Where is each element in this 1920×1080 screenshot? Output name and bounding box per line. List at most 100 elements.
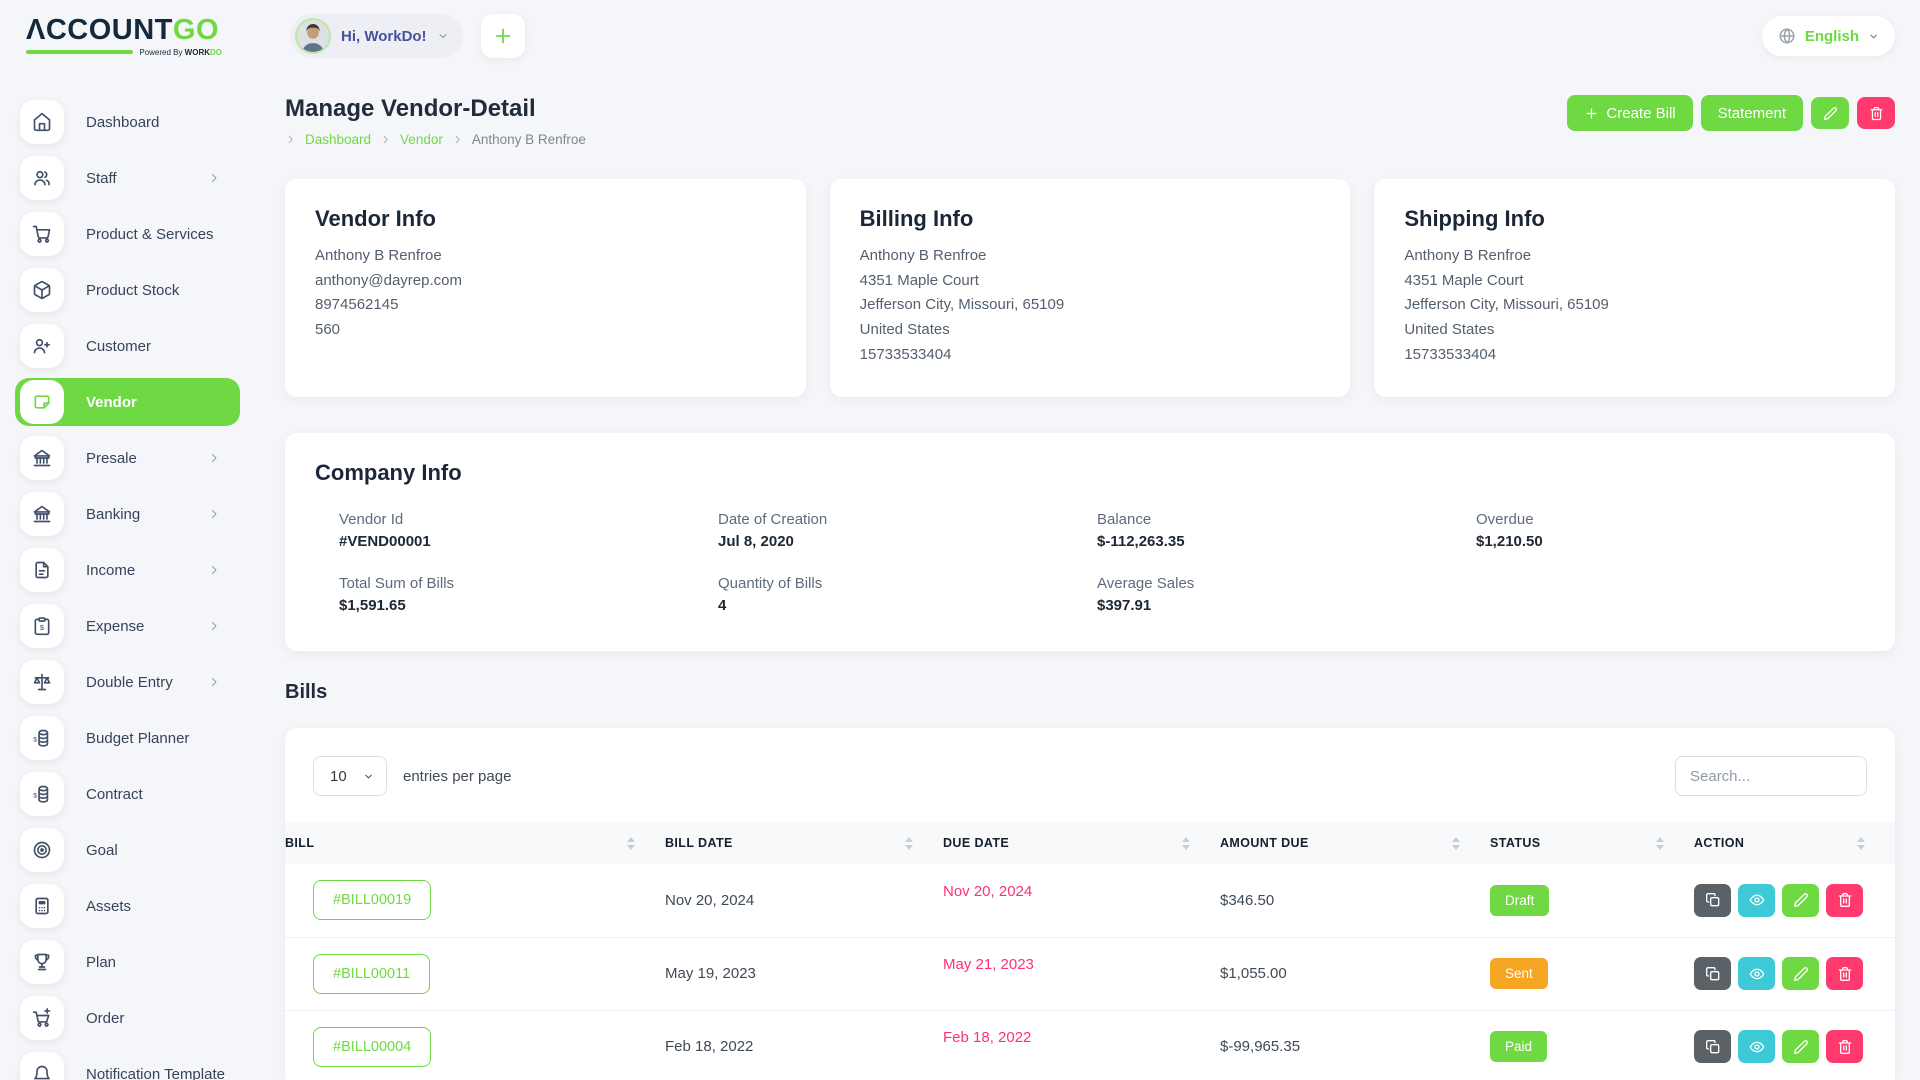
info-line: Jefferson City, Missouri, 65109 (1404, 296, 1609, 314)
company-info-title: Company Info (315, 460, 462, 485)
trash-icon (1837, 966, 1853, 982)
sidebar-item-product-services[interactable]: Product & Services (0, 206, 240, 262)
sidebar-item-label: Product & Services (86, 225, 214, 243)
svg-text:$: $ (33, 736, 37, 743)
delete-button[interactable] (1826, 957, 1863, 990)
sidebar-icon-tile (20, 996, 64, 1040)
copy-icon (1705, 966, 1721, 982)
sidebar-item-double-entry[interactable]: Double Entry (0, 654, 240, 710)
info-line: United States (859, 321, 950, 339)
sidebar-item-label: Dashboard (86, 113, 160, 131)
sidebar-item-vendor[interactable]: Vendor (0, 374, 240, 430)
stock-icon (32, 280, 52, 300)
bill-date: May 19, 2023 (665, 965, 756, 982)
sidebar-item-staff[interactable]: Staff (0, 150, 240, 206)
sidebar-icon-tile (20, 212, 64, 256)
bill-date: Nov 20, 2024 (665, 891, 755, 909)
quick-add-button[interactable] (480, 14, 525, 58)
breadcrumb-item[interactable]: Dashboard (305, 132, 372, 147)
chevron-right-icon (208, 172, 220, 184)
pencil-icon (1823, 106, 1838, 121)
duplicate-button[interactable] (1694, 1030, 1731, 1063)
column-header-status[interactable]: STATUS (1490, 822, 1694, 864)
sidebar-item-assets[interactable]: Assets (0, 878, 240, 934)
sort-icon (627, 836, 635, 850)
logo-text: ΛCCOUNTGO (26, 13, 220, 46)
sidebar-item-order[interactable]: Order (0, 990, 240, 1046)
statement-button[interactable]: Statement (1700, 95, 1803, 131)
sidebar-icon-tile (20, 828, 64, 872)
logo-tagline: Powered By WORKDO (139, 47, 222, 57)
svg-text:$: $ (33, 792, 37, 799)
double-entry-icon (32, 672, 52, 692)
language-selector[interactable]: English (1761, 16, 1895, 56)
bill-number-link[interactable]: #BILL00019 (313, 880, 432, 921)
bills-table-header: BILL BILL DATE DUE DATE (285, 822, 1895, 864)
entries-per-page-label: entries per page (403, 767, 512, 785)
due-date: Nov 20, 2024 (943, 882, 1033, 900)
sidebar-item-contract[interactable]: $ Contract (0, 766, 240, 822)
edit-vendor-button[interactable] (1811, 97, 1849, 129)
breadcrumb-item[interactable]: Vendor (400, 132, 443, 147)
avatar (295, 18, 331, 54)
table-row-bill00004: #BILL00004 Feb 18, 2022 Feb 18, 2022 $-9… (285, 1010, 1895, 1080)
goal-icon (32, 840, 52, 860)
sidebar-item-income[interactable]: Income (0, 542, 240, 598)
sidebar-item-label: Banking (86, 505, 141, 523)
sidebar-item-notification-template[interactable]: Notification Template (0, 1046, 240, 1080)
sidebar-item-goal[interactable]: Goal (0, 822, 240, 878)
sidebar-item-dashboard[interactable]: Dashboard (0, 94, 240, 150)
sidebar-item-product-stock[interactable]: Product Stock (0, 262, 240, 318)
column-header-due-date[interactable]: DUE DATE (943, 822, 1220, 864)
create-bill-button[interactable]: Create Bill (1567, 95, 1693, 131)
column-header-action[interactable]: ACTION (1694, 822, 1895, 864)
table-row-bill00011: #BILL00011 May 19, 2023 May 21, 2023 $1,… (285, 937, 1895, 1011)
view-button[interactable] (1738, 883, 1775, 917)
order-icon (32, 1008, 52, 1028)
sidebar-item-presale[interactable]: Presale (0, 430, 240, 486)
presale-icon (32, 448, 52, 468)
trash-icon (1837, 892, 1853, 908)
bill-number-link[interactable]: #BILL00011 (313, 953, 431, 994)
sidebar-item-plan[interactable]: Plan (0, 934, 240, 990)
chevron-right-icon (208, 620, 220, 632)
bill-number-link[interactable]: #BILL00004 (313, 1026, 432, 1067)
sidebar-icon-tile (20, 156, 64, 200)
chevron-right-icon (452, 134, 463, 145)
billing-info-lines: Anthony B Renfroe 4351 Maple Court Jeffers… (860, 246, 1321, 365)
view-button[interactable] (1738, 957, 1775, 990)
duplicate-button[interactable] (1694, 883, 1731, 917)
delete-button[interactable] (1826, 883, 1863, 917)
info-line: 4351 Maple Court (859, 271, 979, 289)
sidebar-item-customer[interactable]: Customer (0, 318, 240, 374)
info-line: Anthony B Renfroe (859, 247, 987, 264)
column-header-bill-date[interactable]: BILL DATE (665, 822, 943, 864)
edit-button[interactable] (1782, 1030, 1819, 1063)
delete-button[interactable] (1826, 1030, 1863, 1063)
view-button[interactable] (1738, 1030, 1775, 1063)
user-greeting: Hi, WorkDo! (341, 27, 427, 45)
entries-per-page-select[interactable]: 10 (313, 756, 387, 796)
sidebar-item-banking[interactable]: Banking (0, 486, 240, 542)
sidebar-item-label: Assets (86, 897, 132, 915)
duplicate-button[interactable] (1694, 957, 1731, 990)
sidebar-item-budget-planner[interactable]: $ Budget Planner (0, 710, 240, 766)
delete-vendor-button[interactable] (1857, 97, 1895, 129)
bill-date: Feb 18, 2022 (665, 1038, 754, 1055)
field-label: Vendor Id (339, 511, 404, 528)
edit-button[interactable] (1782, 957, 1819, 990)
user-menu[interactable]: Hi, WorkDo! (290, 14, 463, 58)
chevron-down-icon (1868, 31, 1879, 42)
search-input[interactable] (1675, 756, 1867, 796)
pencil-icon (1793, 966, 1809, 982)
column-header-bill[interactable]: BILL (285, 822, 665, 864)
sidebar-item-expense[interactable]: $ Expense (0, 598, 240, 654)
edit-button[interactable] (1782, 883, 1819, 917)
breadcrumb-item[interactable]: Anthony B Renfroe (471, 132, 586, 147)
field-label: Average Sales (1097, 575, 1195, 592)
sidebar-item-label: Contract (86, 785, 143, 803)
sidebar-item-label: Staff (86, 169, 117, 187)
column-header-amount-due[interactable]: AMOUNT DUE (1220, 822, 1490, 864)
info-line: 4351 Maple Court (1404, 271, 1524, 289)
vendor-icon (32, 392, 52, 412)
